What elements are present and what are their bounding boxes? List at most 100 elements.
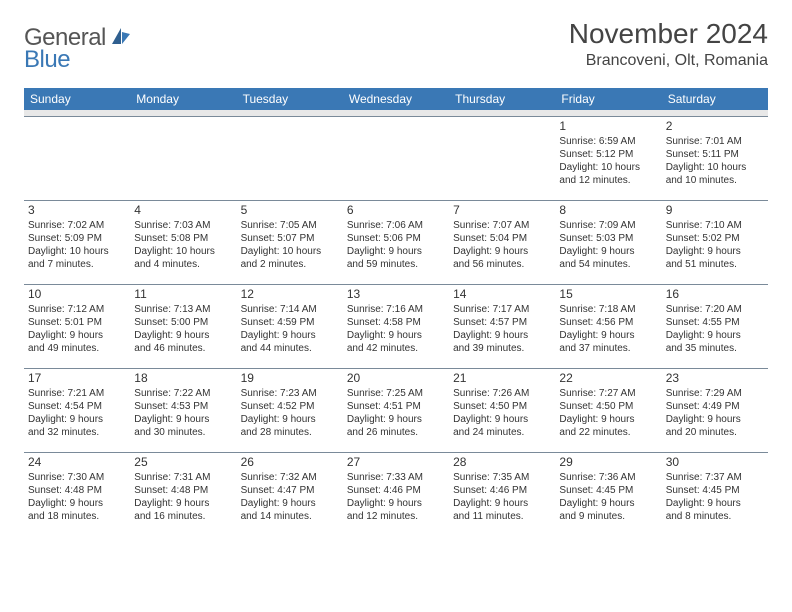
- sunset-text: Sunset: 4:50 PM: [559, 400, 657, 413]
- daylight-text: and 46 minutes.: [134, 342, 232, 355]
- week-row: 1Sunrise: 6:59 AMSunset: 5:12 PMDaylight…: [24, 116, 768, 200]
- sunrise-text: Sunrise: 7:01 AM: [666, 135, 764, 148]
- day-cell: 4Sunrise: 7:03 AMSunset: 5:08 PMDaylight…: [130, 200, 236, 284]
- day-cell: 1Sunrise: 6:59 AMSunset: 5:12 PMDaylight…: [555, 116, 661, 200]
- sunrise-text: Sunrise: 7:07 AM: [453, 219, 551, 232]
- day-header: Saturday: [662, 88, 768, 110]
- sunrise-text: Sunrise: 7:33 AM: [347, 471, 445, 484]
- day-cell: 6Sunrise: 7:06 AMSunset: 5:06 PMDaylight…: [343, 200, 449, 284]
- sunrise-text: Sunrise: 7:14 AM: [241, 303, 339, 316]
- day-cell: 2Sunrise: 7:01 AMSunset: 5:11 PMDaylight…: [662, 116, 768, 200]
- sunset-text: Sunset: 4:54 PM: [28, 400, 126, 413]
- sunset-text: Sunset: 4:45 PM: [666, 484, 764, 497]
- daylight-text: and 9 minutes.: [559, 510, 657, 523]
- daylight-text: and 7 minutes.: [28, 258, 126, 271]
- daylight-text: Daylight: 9 hours: [134, 413, 232, 426]
- day-cell: 17Sunrise: 7:21 AMSunset: 4:54 PMDayligh…: [24, 368, 130, 452]
- daylight-text: and 54 minutes.: [559, 258, 657, 271]
- daylight-text: and 56 minutes.: [453, 258, 551, 271]
- daylight-text: and 14 minutes.: [241, 510, 339, 523]
- daylight-text: and 24 minutes.: [453, 426, 551, 439]
- day-number: 2: [666, 119, 764, 135]
- sunrise-text: Sunrise: 7:23 AM: [241, 387, 339, 400]
- daylight-text: and 12 minutes.: [347, 510, 445, 523]
- day-cell: 30Sunrise: 7:37 AMSunset: 4:45 PMDayligh…: [662, 452, 768, 536]
- daylight-text: Daylight: 10 hours: [28, 245, 126, 258]
- day-number: 16: [666, 287, 764, 303]
- day-number: 6: [347, 203, 445, 219]
- day-cell: 5Sunrise: 7:05 AMSunset: 5:07 PMDaylight…: [237, 200, 343, 284]
- daylight-text: Daylight: 9 hours: [241, 497, 339, 510]
- sunrise-text: Sunrise: 7:06 AM: [347, 219, 445, 232]
- day-cell: 21Sunrise: 7:26 AMSunset: 4:50 PMDayligh…: [449, 368, 555, 452]
- sunset-text: Sunset: 5:09 PM: [28, 232, 126, 245]
- sunrise-text: Sunrise: 7:09 AM: [559, 219, 657, 232]
- sunrise-text: Sunrise: 6:59 AM: [559, 135, 657, 148]
- sunset-text: Sunset: 4:58 PM: [347, 316, 445, 329]
- day-cell: 7Sunrise: 7:07 AMSunset: 5:04 PMDaylight…: [449, 200, 555, 284]
- day-cell: 19Sunrise: 7:23 AMSunset: 4:52 PMDayligh…: [237, 368, 343, 452]
- sunset-text: Sunset: 4:50 PM: [453, 400, 551, 413]
- daylight-text: and 11 minutes.: [453, 510, 551, 523]
- daylight-text: and 28 minutes.: [241, 426, 339, 439]
- daylight-text: Daylight: 9 hours: [241, 413, 339, 426]
- sunset-text: Sunset: 5:04 PM: [453, 232, 551, 245]
- day-cell: 14Sunrise: 7:17 AMSunset: 4:57 PMDayligh…: [449, 284, 555, 368]
- daylight-text: and 51 minutes.: [666, 258, 764, 271]
- daylight-text: Daylight: 9 hours: [559, 329, 657, 342]
- daylight-text: and 42 minutes.: [347, 342, 445, 355]
- daylight-text: and 22 minutes.: [559, 426, 657, 439]
- day-number: 3: [28, 203, 126, 219]
- daylight-text: Daylight: 9 hours: [453, 413, 551, 426]
- daylight-text: and 44 minutes.: [241, 342, 339, 355]
- daylight-text: and 39 minutes.: [453, 342, 551, 355]
- sunset-text: Sunset: 4:47 PM: [241, 484, 339, 497]
- sunset-text: Sunset: 4:57 PM: [453, 316, 551, 329]
- location: Brancoveni, Olt, Romania: [569, 52, 768, 70]
- day-cell: 29Sunrise: 7:36 AMSunset: 4:45 PMDayligh…: [555, 452, 661, 536]
- day-number: 9: [666, 203, 764, 219]
- sunset-text: Sunset: 4:48 PM: [134, 484, 232, 497]
- day-number: 7: [453, 203, 551, 219]
- day-number: 8: [559, 203, 657, 219]
- day-number: 15: [559, 287, 657, 303]
- day-number: 28: [453, 455, 551, 471]
- daylight-text: Daylight: 10 hours: [134, 245, 232, 258]
- sunset-text: Sunset: 4:48 PM: [28, 484, 126, 497]
- daylight-text: and 10 minutes.: [666, 174, 764, 187]
- sunset-text: Sunset: 4:53 PM: [134, 400, 232, 413]
- daylight-text: Daylight: 10 hours: [241, 245, 339, 258]
- day-number: 13: [347, 287, 445, 303]
- daylight-text: Daylight: 9 hours: [559, 245, 657, 258]
- day-number: 27: [347, 455, 445, 471]
- day-cell: [24, 116, 130, 200]
- sunrise-text: Sunrise: 7:18 AM: [559, 303, 657, 316]
- sunrise-text: Sunrise: 7:10 AM: [666, 219, 764, 232]
- day-cell: 25Sunrise: 7:31 AMSunset: 4:48 PMDayligh…: [130, 452, 236, 536]
- sunset-text: Sunset: 4:52 PM: [241, 400, 339, 413]
- day-cell: 11Sunrise: 7:13 AMSunset: 5:00 PMDayligh…: [130, 284, 236, 368]
- daylight-text: Daylight: 9 hours: [453, 245, 551, 258]
- calendar-page: General November 2024 Brancoveni, Olt, R…: [0, 0, 792, 554]
- sunset-text: Sunset: 5:06 PM: [347, 232, 445, 245]
- sunrise-text: Sunrise: 7:16 AM: [347, 303, 445, 316]
- sunrise-text: Sunrise: 7:29 AM: [666, 387, 764, 400]
- sunset-text: Sunset: 5:08 PM: [134, 232, 232, 245]
- calendar-table: Sunday Monday Tuesday Wednesday Thursday…: [24, 88, 768, 536]
- day-number: 10: [28, 287, 126, 303]
- sunset-text: Sunset: 5:01 PM: [28, 316, 126, 329]
- daylight-text: Daylight: 9 hours: [559, 497, 657, 510]
- daylight-text: Daylight: 9 hours: [347, 245, 445, 258]
- daylight-text: and 37 minutes.: [559, 342, 657, 355]
- daylight-text: and 32 minutes.: [28, 426, 126, 439]
- daylight-text: and 4 minutes.: [134, 258, 232, 271]
- sunrise-text: Sunrise: 7:30 AM: [28, 471, 126, 484]
- day-cell: 8Sunrise: 7:09 AMSunset: 5:03 PMDaylight…: [555, 200, 661, 284]
- daylight-text: Daylight: 9 hours: [241, 329, 339, 342]
- day-cell: 26Sunrise: 7:32 AMSunset: 4:47 PMDayligh…: [237, 452, 343, 536]
- sunrise-text: Sunrise: 7:21 AM: [28, 387, 126, 400]
- daylight-text: and 26 minutes.: [347, 426, 445, 439]
- daylight-text: Daylight: 9 hours: [28, 497, 126, 510]
- day-cell: 9Sunrise: 7:10 AMSunset: 5:02 PMDaylight…: [662, 200, 768, 284]
- sunset-text: Sunset: 4:45 PM: [559, 484, 657, 497]
